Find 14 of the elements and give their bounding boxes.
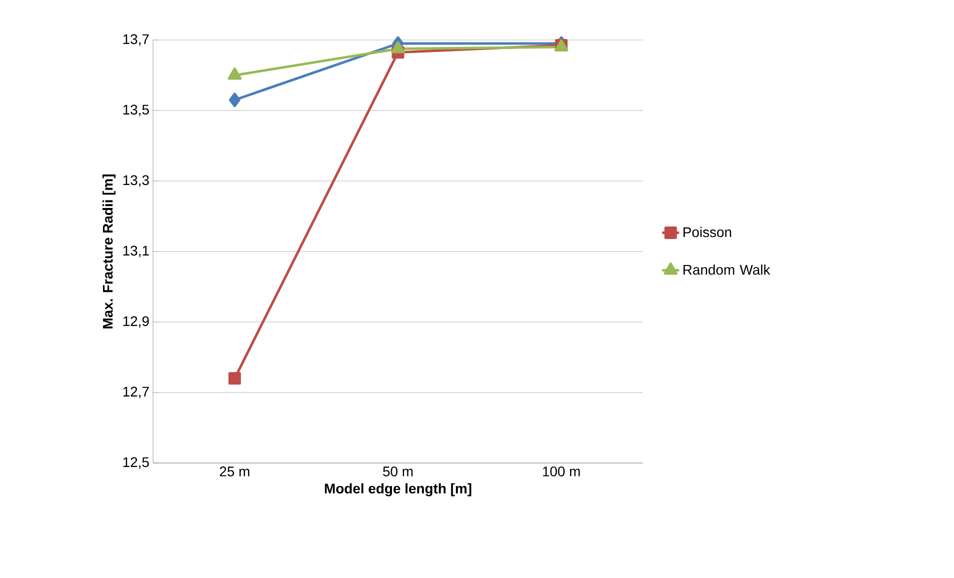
y-tick-label: 13,3 xyxy=(123,175,149,187)
y-axis-title: Max. Fracture Radii [m] xyxy=(102,174,116,328)
legend-label: Random Walk xyxy=(684,264,770,275)
y-tick-label: 12,9 xyxy=(123,316,149,328)
y-tick-label: 12,7 xyxy=(123,386,149,398)
y-tick-label: 12,5 xyxy=(123,457,149,469)
legend-label: Poisson xyxy=(684,226,732,238)
y-tick-label: 13,7 xyxy=(123,34,149,46)
y-tick-label: 13,1 xyxy=(123,246,149,258)
x-tick-label: 100 m xyxy=(543,466,580,476)
x-tick-label: 50 m xyxy=(383,466,413,476)
x-tick-label: 25 m xyxy=(220,466,250,476)
y-tick-label: 13,5 xyxy=(123,104,149,116)
x-axis-title: Model edge length [m] xyxy=(324,483,472,496)
